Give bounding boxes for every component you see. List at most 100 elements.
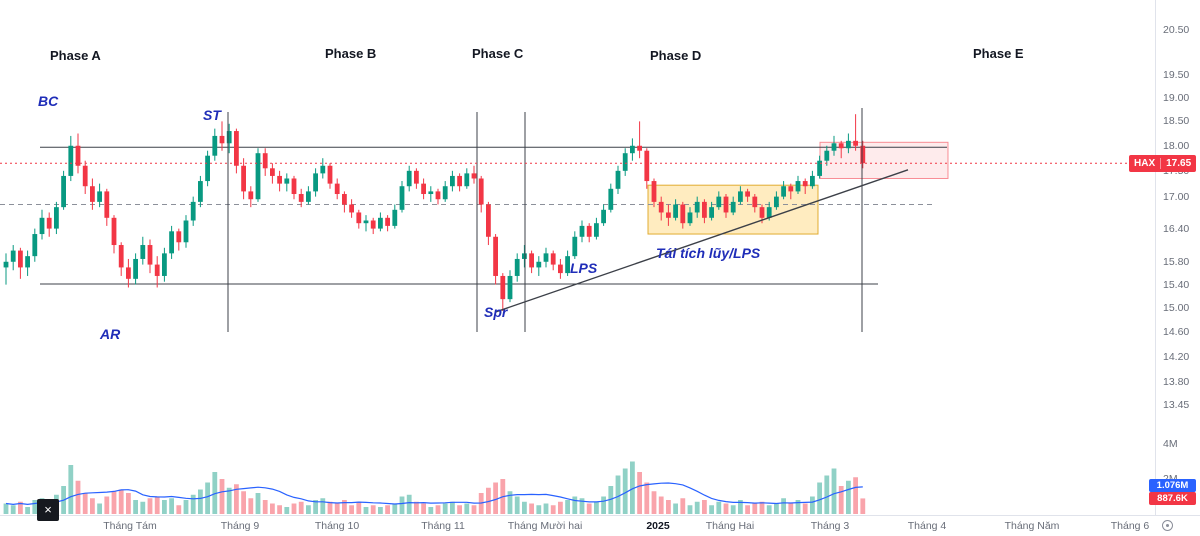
candle-body	[838, 143, 844, 149]
candle-body	[190, 201, 196, 221]
time-axis[interactable]: Tháng Tám Tháng 9 Tháng 10 Tháng 11 Tháng Mư…	[0, 515, 1200, 536]
candle-body	[118, 245, 124, 268]
volume-bar	[781, 498, 786, 514]
annotation-label[interactable]: Tái tích lũy/LPS	[656, 245, 761, 261]
volume-bar	[111, 491, 117, 514]
volume-bar	[162, 500, 167, 514]
volume-bar	[90, 498, 95, 514]
price-axis-label: 17.00	[1163, 190, 1190, 203]
candle-body	[414, 170, 419, 184]
annotation-label[interactable]: AR	[100, 326, 121, 342]
volume-bar	[795, 500, 801, 514]
candle-body	[529, 253, 534, 268]
volume-bar	[824, 475, 830, 514]
candle-body	[550, 253, 556, 265]
candle-body	[205, 155, 210, 182]
volume-bar	[666, 500, 671, 514]
annotation-label[interactable]: BC	[38, 93, 59, 109]
volume-bar	[18, 501, 23, 514]
volume-bar	[853, 477, 858, 514]
volume-bar	[514, 496, 520, 514]
price-axis[interactable]: 20.5019.5019.0018.5018.0017.5017.0016.40…	[1155, 0, 1200, 515]
candle-body	[392, 209, 398, 226]
candle-body	[493, 236, 498, 276]
volume-bar	[615, 475, 621, 514]
volume-bar	[414, 501, 419, 514]
candle-body	[759, 207, 765, 218]
volume-bar	[601, 496, 606, 514]
last-price-badge: HAX 17.65	[1129, 154, 1197, 172]
volume-bar	[522, 501, 527, 514]
volume-bar	[723, 503, 729, 514]
volume-ma-badge: 1.076M	[1149, 479, 1196, 492]
price-axis-label: 13.80	[1163, 376, 1190, 389]
volume-bar	[471, 505, 477, 514]
candle-body	[3, 261, 9, 268]
volume-bar	[622, 468, 628, 514]
candle-body	[716, 196, 722, 208]
annotation-label[interactable]: Spr	[484, 304, 508, 320]
candle-body	[766, 207, 772, 218]
candle-body	[140, 245, 146, 259]
candle-body	[666, 212, 671, 218]
volume-bar	[126, 493, 131, 514]
candle-body	[385, 217, 390, 226]
timezone-icon[interactable]	[1162, 520, 1173, 531]
annotation-label[interactable]: ST	[203, 107, 221, 123]
time-axis-label: Tháng 4	[907, 520, 947, 532]
phase-label[interactable]: Phase A	[50, 48, 101, 63]
volume-bar	[486, 487, 491, 514]
volume-bar	[694, 501, 700, 514]
volume-bar	[205, 482, 210, 514]
volume-bar	[183, 500, 189, 514]
candle-body	[673, 204, 678, 218]
phase-label[interactable]: Phase E	[973, 46, 1024, 61]
volume-bar	[716, 501, 722, 514]
candle-body	[241, 165, 246, 192]
candle-body	[97, 191, 102, 202]
volume-bar	[507, 491, 513, 514]
volume-bar	[421, 503, 426, 514]
volume-bar	[730, 505, 736, 514]
phase-label[interactable]: Phase D	[650, 48, 702, 63]
volume-bar	[291, 503, 297, 514]
volume-bar	[457, 505, 462, 514]
time-axis-label: Tháng 3	[810, 520, 850, 532]
candle-body	[75, 145, 81, 166]
trendline[interactable]	[494, 169, 909, 313]
volume-bar	[378, 507, 383, 514]
candle-body	[183, 220, 189, 243]
candle-body	[745, 191, 750, 197]
phase-label[interactable]: Phase C	[472, 46, 524, 61]
volume-bar	[810, 496, 815, 514]
candle-body	[594, 223, 599, 237]
volume-bar	[536, 505, 542, 514]
candle-body	[464, 173, 470, 187]
candle-body	[90, 186, 95, 202]
volume-bar	[10, 505, 16, 514]
chart-canvas[interactable]	[0, 0, 1155, 515]
price-axis-label: 18.00	[1163, 139, 1190, 152]
volume-bar	[118, 489, 124, 514]
candle-body	[61, 175, 66, 208]
annotation-label[interactable]: LPS	[570, 260, 598, 276]
close-button[interactable]: ×	[37, 499, 59, 521]
candle-body	[694, 201, 700, 213]
time-axis-label: Tháng Tám	[103, 520, 157, 532]
candle-body	[39, 217, 45, 235]
candle-body	[774, 196, 779, 208]
volume-bar	[327, 501, 333, 514]
volume-bar	[831, 468, 837, 514]
phase-label[interactable]: Phase B	[325, 46, 377, 61]
volume-bar	[198, 489, 203, 514]
volume-bar	[586, 503, 592, 514]
volume-bar	[802, 503, 808, 514]
volume-bar	[745, 505, 750, 514]
candle-body	[262, 153, 268, 169]
candle-body	[824, 150, 830, 161]
candle-body	[421, 183, 426, 195]
candle-body	[802, 181, 808, 187]
time-axis-label: Tháng Mười hai	[507, 520, 583, 532]
candle-body	[334, 183, 340, 195]
volume-bar	[752, 503, 758, 514]
